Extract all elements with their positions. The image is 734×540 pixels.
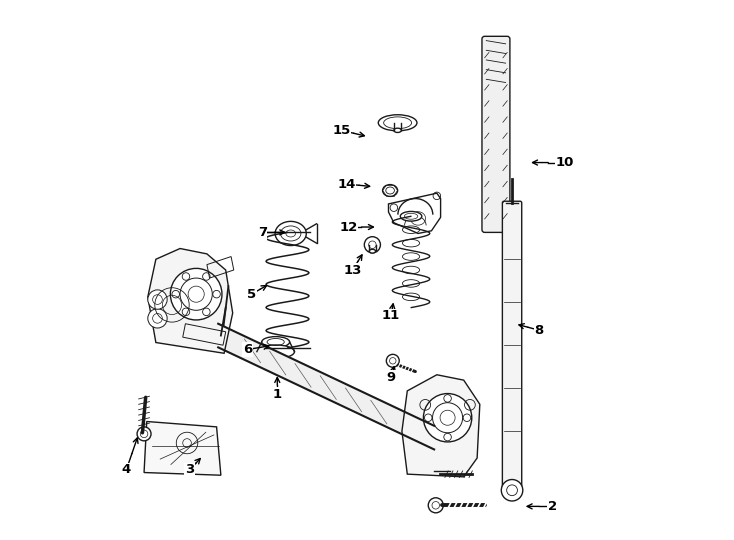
Text: 6: 6 — [243, 343, 252, 356]
Polygon shape — [218, 323, 434, 449]
Ellipse shape — [262, 336, 290, 347]
Ellipse shape — [378, 114, 417, 131]
Text: 4: 4 — [122, 463, 131, 476]
Ellipse shape — [257, 345, 294, 359]
Text: 1: 1 — [273, 388, 282, 401]
Text: 10: 10 — [556, 156, 574, 169]
FancyBboxPatch shape — [502, 201, 522, 492]
Text: 3: 3 — [185, 463, 195, 476]
Ellipse shape — [369, 249, 376, 253]
Text: 12: 12 — [339, 220, 357, 233]
Circle shape — [137, 427, 151, 441]
Text: 2: 2 — [548, 500, 557, 513]
Ellipse shape — [394, 128, 401, 132]
Circle shape — [170, 268, 222, 320]
Ellipse shape — [382, 185, 398, 197]
Circle shape — [506, 485, 517, 496]
Text: 7: 7 — [258, 226, 266, 239]
Circle shape — [386, 354, 399, 367]
Circle shape — [364, 237, 380, 253]
FancyBboxPatch shape — [482, 36, 510, 232]
Text: 8: 8 — [534, 323, 544, 336]
Polygon shape — [402, 375, 480, 477]
Ellipse shape — [386, 187, 394, 194]
Ellipse shape — [400, 212, 422, 221]
Circle shape — [432, 403, 462, 433]
Text: 14: 14 — [338, 178, 356, 191]
Circle shape — [148, 309, 167, 328]
Circle shape — [424, 394, 472, 442]
Circle shape — [188, 286, 204, 302]
Circle shape — [428, 498, 443, 513]
Circle shape — [148, 290, 167, 309]
Text: 9: 9 — [387, 371, 396, 384]
Text: 11: 11 — [382, 309, 400, 322]
Circle shape — [180, 278, 212, 310]
Polygon shape — [144, 422, 221, 475]
Text: 15: 15 — [332, 124, 350, 137]
Circle shape — [501, 480, 523, 501]
Text: 5: 5 — [247, 288, 256, 301]
Polygon shape — [148, 248, 233, 353]
Text: 13: 13 — [344, 264, 362, 276]
